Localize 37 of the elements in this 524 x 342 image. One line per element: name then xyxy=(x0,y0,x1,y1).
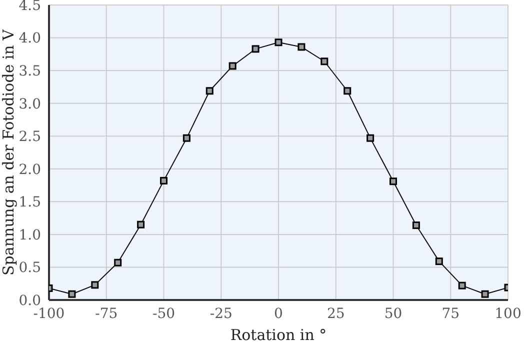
y-tick-label: 2.0 xyxy=(18,162,41,178)
point xyxy=(320,58,328,66)
x-tick-label: 75 xyxy=(442,306,460,322)
point xyxy=(481,290,489,298)
point xyxy=(412,222,420,230)
y-tick-label: 4.0 xyxy=(18,30,41,47)
x-tick-label: -75 xyxy=(95,306,118,322)
point xyxy=(137,220,145,228)
y-tick-label: 3.5 xyxy=(18,64,41,80)
x-axis-title: Rotation in ° xyxy=(230,326,327,342)
y-tick-label: 0.5 xyxy=(18,260,41,276)
y-tick-label: 1.5 xyxy=(18,194,41,211)
point xyxy=(228,62,236,70)
x-tick-label: -50 xyxy=(152,306,176,322)
y-tick-label: 1.0 xyxy=(18,227,41,244)
point xyxy=(458,282,466,290)
x-tick-label: 0 xyxy=(274,306,283,322)
point xyxy=(390,178,397,186)
point xyxy=(160,176,168,184)
point xyxy=(366,134,374,142)
point xyxy=(252,45,260,53)
point xyxy=(298,43,306,51)
x-tick-label: 25 xyxy=(326,306,345,322)
point xyxy=(206,87,214,95)
x-tick-label: 50 xyxy=(384,306,402,322)
point xyxy=(68,290,76,298)
y-axis-title: Spannung an der Fotodiode in V xyxy=(0,28,18,276)
y-tick-label: 3.0 xyxy=(18,96,41,112)
point xyxy=(435,258,443,266)
point xyxy=(114,258,122,266)
y-tick-label: 2.5 xyxy=(18,129,41,146)
point xyxy=(91,281,99,289)
point xyxy=(344,87,352,95)
x-tick-label: 100 xyxy=(494,306,522,322)
point xyxy=(274,38,282,46)
point xyxy=(182,134,190,142)
x-tick-label: -25 xyxy=(210,306,232,322)
